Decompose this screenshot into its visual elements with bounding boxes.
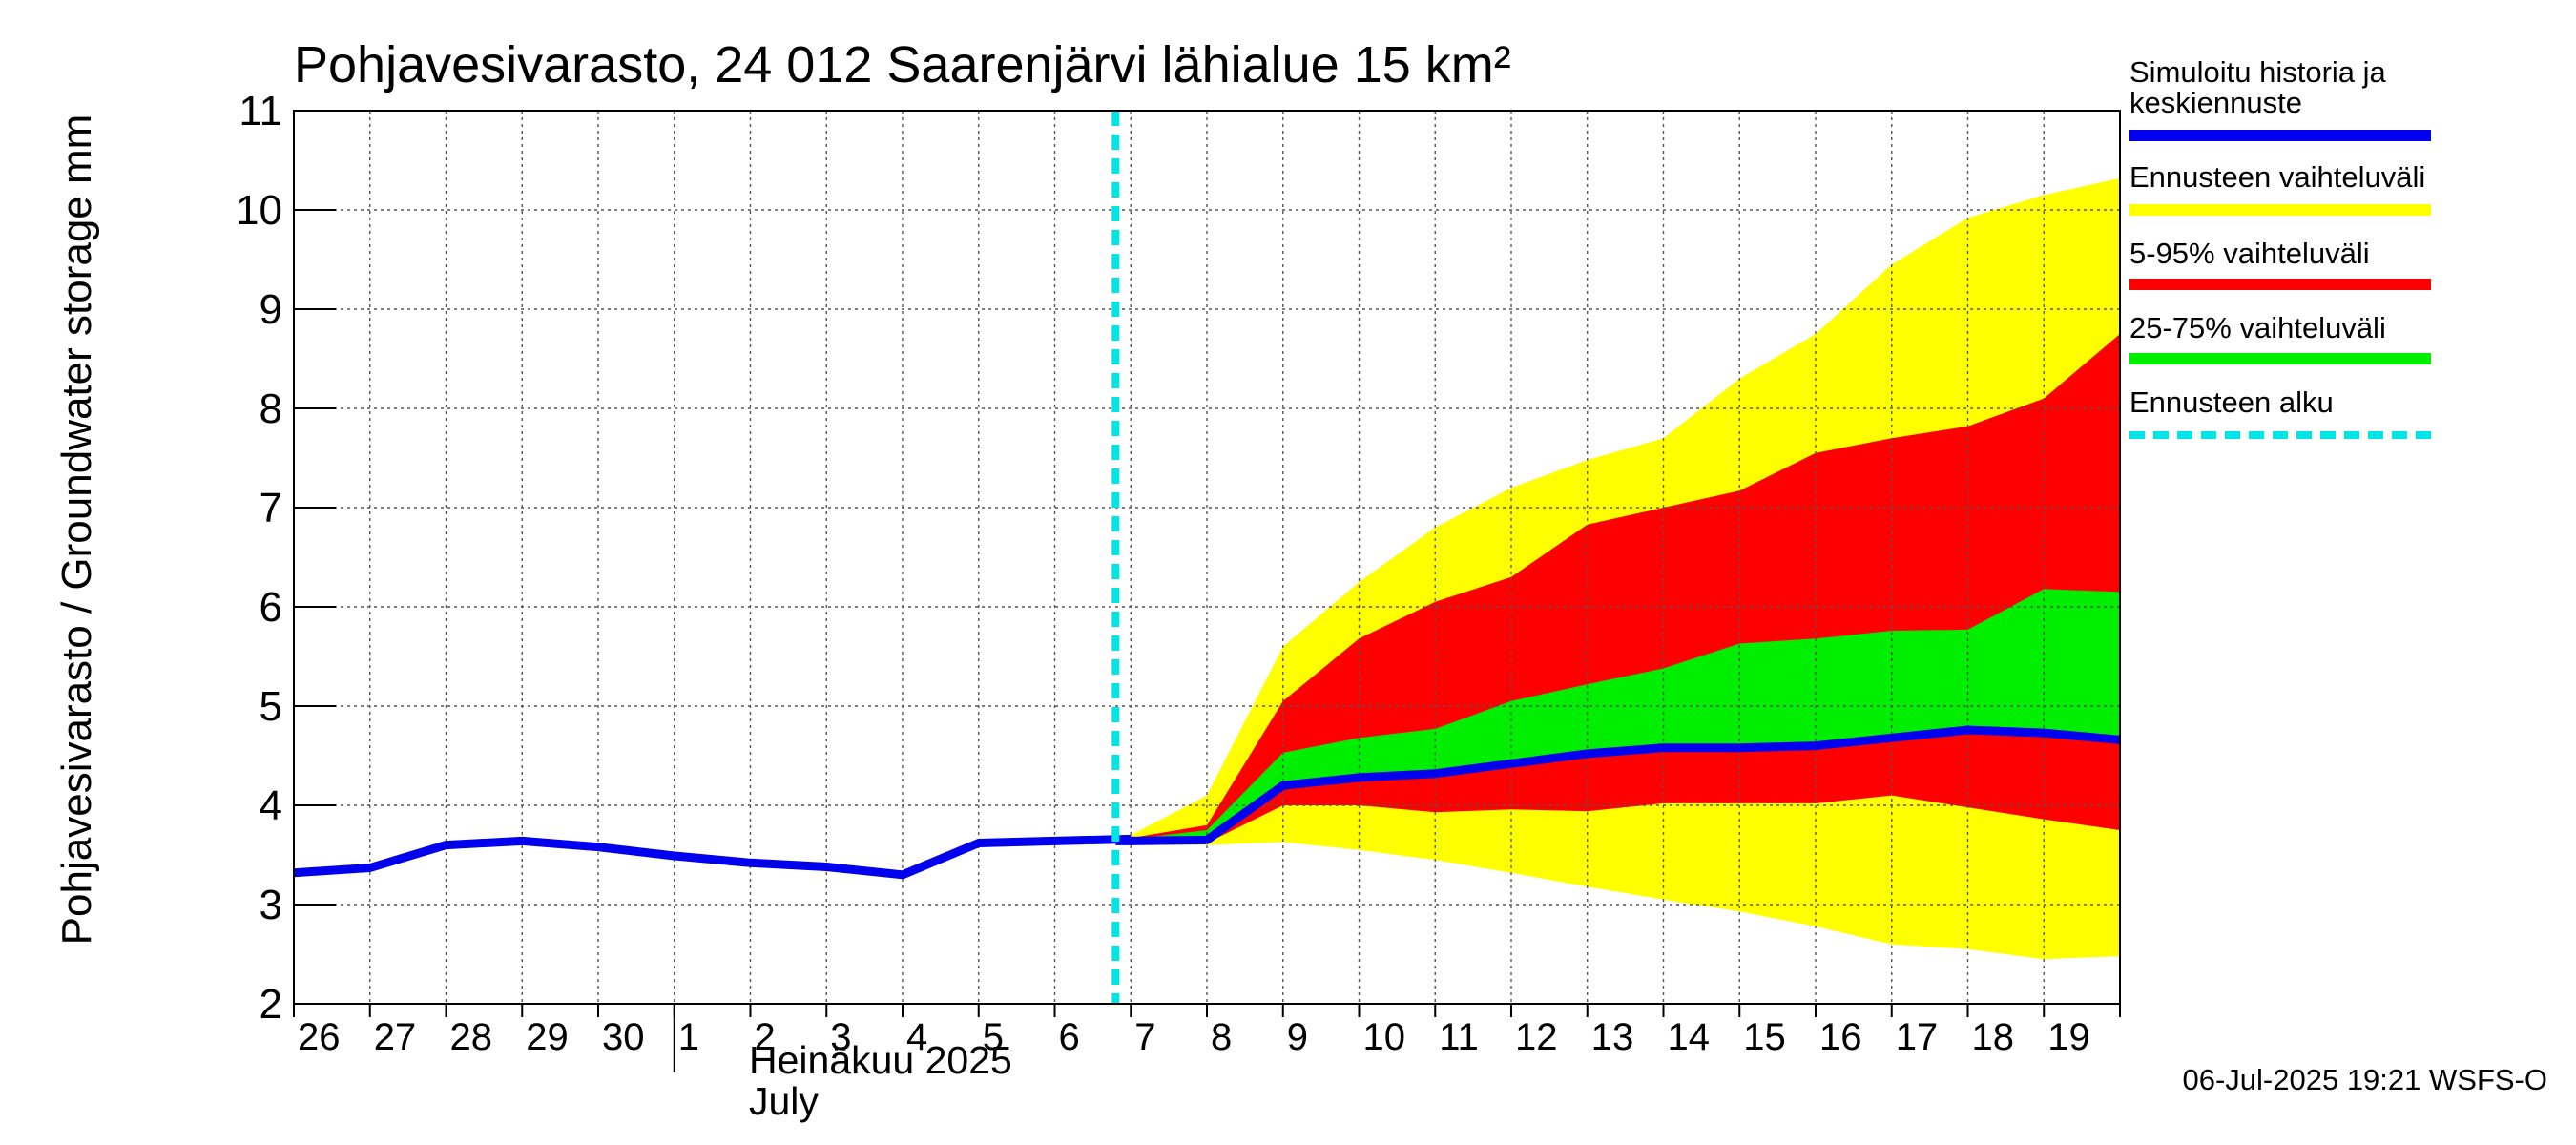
x-tick-label: 15 (1743, 1016, 1786, 1058)
legend-p25-75-label: 25-75% vaihteluväli (2129, 311, 2386, 344)
footer-timestamp: 06-Jul-2025 19:21 WSFS-O (2182, 1063, 2547, 1096)
x-tick-label: 13 (1591, 1016, 1634, 1058)
y-tick-label: 8 (260, 385, 282, 432)
legend-p5-95-label: 5-95% vaihteluväli (2129, 237, 2370, 270)
x-tick-label: 9 (1287, 1016, 1308, 1058)
x-tick-label: 10 (1363, 1016, 1406, 1058)
forecast-bands (1115, 177, 2120, 960)
chart-title: Pohjavesivarasto, 24 012 Saarenjärvi läh… (294, 36, 1511, 94)
x-tick-label: 27 (374, 1016, 417, 1058)
legend-start-label: Ennusteen alku (2129, 385, 2334, 419)
x-axis: 26 27 28 29 30 1 2 3 4 5 6 7 8 9 10 11 12 13 14 15 16 17 18 19 (293, 1004, 2121, 1072)
x-tick-label: 29 (526, 1016, 569, 1058)
x-tick-label: 2 (755, 1016, 776, 1058)
series-median-forecast (1115, 725, 2121, 845)
y-tick-label: 4 (260, 782, 282, 829)
y-tick-label: 3 (260, 882, 282, 928)
series-history (293, 834, 1132, 880)
x-tick-label: 17 (1896, 1016, 1939, 1058)
x-tick-label: 11 (1439, 1016, 1479, 1058)
x-tick-label: 8 (1211, 1016, 1232, 1058)
grid (294, 111, 2120, 1004)
y-tick-label: 11 (239, 88, 282, 135)
x-tick-label: 5 (983, 1016, 1004, 1058)
x-tick-label: 6 (1059, 1016, 1080, 1058)
month-label: Heinäkuu 2025 (749, 1038, 1012, 1082)
x-tick-label: 7 (1134, 1016, 1155, 1058)
x-tick-label: 18 (1972, 1016, 2015, 1058)
y-tick-label: 6 (260, 584, 282, 631)
y-tick-label: 10 (236, 187, 282, 234)
x-tick-label: 26 (298, 1016, 341, 1058)
x-tick-label: 14 (1668, 1016, 1711, 1058)
x-tick-label: 16 (1819, 1016, 1862, 1058)
x-tick-label: 12 (1515, 1016, 1558, 1058)
x-tick-label: 1 (678, 1016, 699, 1058)
legend-history-label-2: keskiennuste (2129, 86, 2302, 119)
y-axis-label: Pohjavesivarasto / Groundwater storage m… (53, 114, 100, 946)
y-tick-label: 2 (260, 981, 282, 1028)
x-tick-label: 28 (450, 1016, 493, 1058)
legend: Simuloitu historia ja keskiennuste Ennus… (2129, 55, 2431, 439)
x-tick-label: 19 (2047, 1016, 2090, 1058)
y-axis: 2 3 4 5 6 7 8 9 10 11 (236, 88, 336, 1028)
x-tick-label: 3 (830, 1016, 851, 1058)
legend-history-label: Simuloitu historia ja (2129, 55, 2387, 89)
y-tick-label: 5 (260, 683, 282, 730)
series-lines (293, 111, 2121, 1004)
y-tick-label: 9 (260, 286, 282, 333)
y-tick-label: 7 (260, 485, 282, 531)
x-tick-label: 4 (906, 1016, 927, 1058)
legend-range-label: Ennusteen vaihteluväli (2129, 160, 2425, 194)
x-tick-label: 30 (602, 1016, 645, 1058)
month-label-en: July (749, 1079, 819, 1123)
band-25-75 (1115, 589, 2120, 843)
